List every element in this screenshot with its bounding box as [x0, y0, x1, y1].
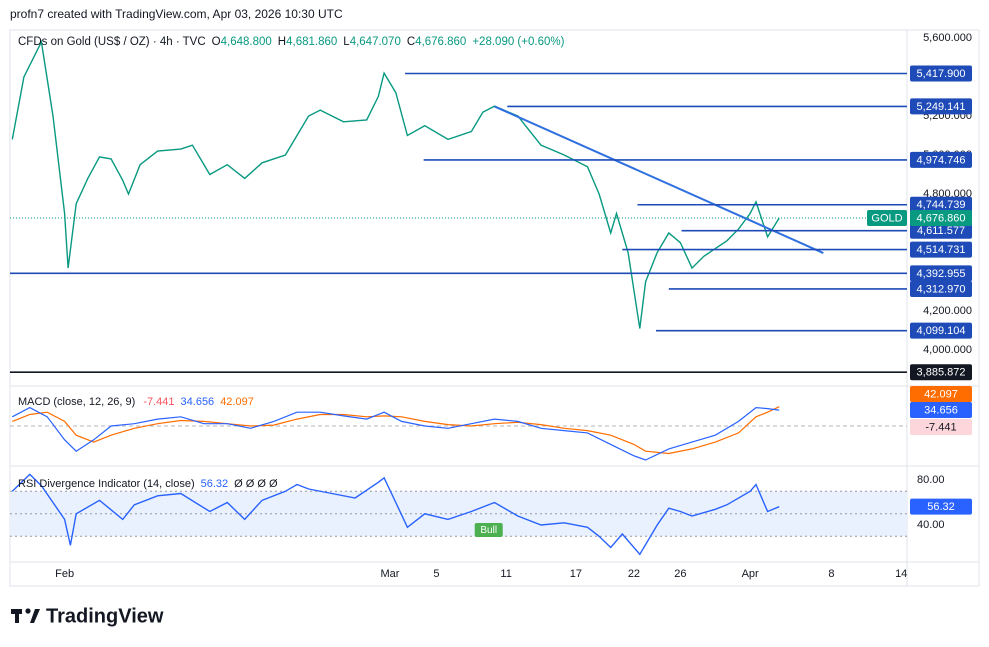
series-line [12, 406, 780, 461]
trendline [494, 105, 824, 254]
symbol-tag-label: GOLD [871, 212, 902, 224]
legend-item: +28.090 (+0.60%) [472, 36, 564, 48]
series-line [11, 473, 780, 556]
legend-item: -7.441 [143, 396, 174, 408]
legend: MACD (close, 12, 26, 9) -7.441 34.656 42.097 [18, 396, 254, 408]
x-tick-label: 11 [500, 568, 511, 580]
y-tick-label: 40.00 [917, 519, 945, 531]
series-line [11, 39, 780, 329]
legend-item: 56.32 [201, 478, 229, 490]
x-tick-label: 14 [895, 568, 907, 580]
y-tick-label: 4,200.000 [923, 305, 972, 317]
legend-item: O [212, 36, 221, 48]
price-tag-label: 4,611.577 [917, 225, 965, 237]
price-tag-label: 4,974.746 [917, 154, 966, 166]
legend-item: 42.097 [220, 396, 254, 408]
price-tag-label: 4,514.731 [917, 244, 966, 256]
price-tag-label: 4,099.104 [917, 325, 966, 337]
price-tag-label: 4,744.739 [917, 199, 966, 211]
price-tag [910, 364, 972, 381]
x-tick-label: 5 [433, 568, 439, 580]
y-tick-label: 4,000.000 [923, 344, 972, 356]
rsi-band [10, 491, 907, 537]
price-tag [910, 498, 972, 515]
legend-item: H [278, 36, 286, 48]
x-tick-label: Apr [742, 568, 759, 580]
legend: RSI Divergence Indicator (14, close) 56.32… [18, 478, 278, 490]
brand-logo [11, 608, 40, 623]
legend: CFDs on Gold (US$ / OZ) · 4h · TVC O4,648… [18, 36, 565, 48]
price-tag [910, 65, 972, 82]
legend-item: 34.656 [181, 396, 215, 408]
divergence-label-text: Bull [480, 525, 497, 536]
x-tick-label: 8 [828, 568, 834, 580]
price-tag-label: 42.097 [924, 388, 958, 400]
legend-item: 4,647.070 [350, 36, 401, 48]
price-tag-label: 5,417.900 [917, 68, 966, 80]
legend-item: RSI Divergence Indicator [18, 478, 141, 490]
legend-item: L [343, 36, 350, 48]
x-tick-label: 22 [628, 568, 640, 580]
price-tag [910, 265, 972, 282]
price-tag [910, 196, 972, 213]
price-tag [910, 280, 972, 297]
x-tick-label: 26 [674, 568, 686, 580]
price-tag-label: 4,392.955 [917, 268, 966, 280]
legend-item: (14, close) [143, 478, 194, 490]
price-tag [910, 386, 972, 402]
price-tag [910, 209, 972, 226]
x-tick-label: 17 [570, 568, 582, 580]
price-tag [910, 402, 972, 418]
divergence-label [474, 522, 503, 537]
legend-item: (close, 12, 26, 9) [53, 396, 135, 408]
x-tick-label: Mar [380, 568, 399, 580]
price-tag [910, 419, 972, 435]
price-tag [910, 322, 972, 339]
y-tick-label: 5,600.000 [923, 32, 972, 44]
price-tag [910, 241, 972, 258]
legend-item: C [407, 36, 415, 48]
legend-item: MACD [18, 396, 50, 408]
legend-item: 4,681.860 [286, 36, 337, 48]
legend-item: 4,676.860 [415, 36, 466, 48]
price-tag [910, 151, 972, 168]
legend-item: Ø Ø Ø Ø [234, 478, 278, 490]
legend-item: 4,648.800 [221, 36, 272, 48]
price-tag-label: 3,885.872 [917, 367, 966, 379]
frame [9, 29, 980, 587]
credit: profn7 created with TradingView.com, Apr… [10, 7, 343, 21]
price-tag-label: -7.441 [925, 421, 956, 433]
brand: TradingView [46, 605, 164, 627]
price-tag [910, 222, 972, 239]
price-tag-label: 56.32 [927, 501, 955, 513]
x-tick-label: Feb [55, 568, 74, 580]
price-tag [910, 98, 972, 115]
symbol-tag [867, 209, 907, 226]
price-tag-label: 5,249.141 [917, 101, 966, 113]
price-tag-label: 4,676.860 [917, 212, 966, 224]
price-tag-label: 34.656 [924, 404, 958, 416]
legend-item: CFDs on Gold (US$ / OZ) · 4h · TVC [18, 36, 206, 48]
y-tick-label: 80.00 [917, 474, 945, 486]
price-tag-label: 4,312.970 [917, 283, 966, 295]
